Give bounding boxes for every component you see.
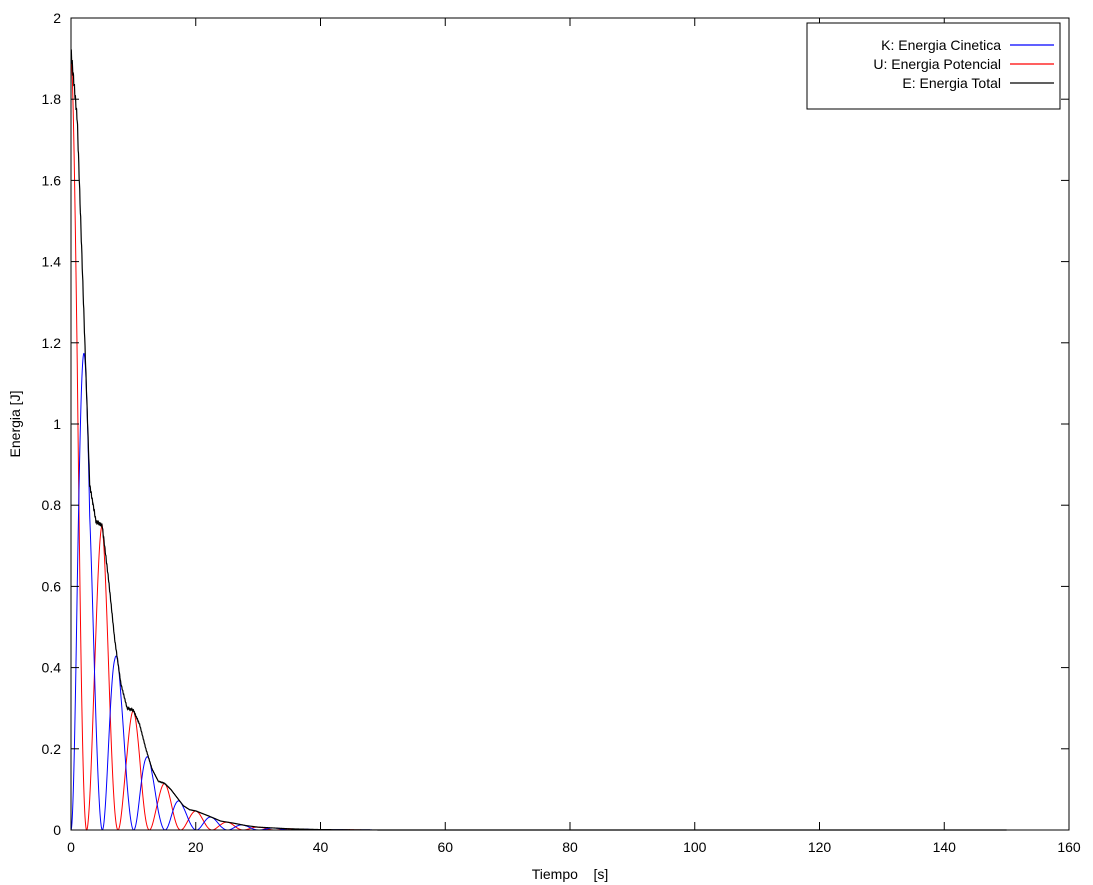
x-tick-label: 80 (562, 839, 578, 855)
legend-box (806, 22, 1061, 110)
y-tick-label: 0.2 (42, 741, 62, 757)
x-tick-label: 140 (933, 839, 957, 855)
y-tick-label: 0.8 (42, 497, 62, 513)
y-tick-label: 1.6 (42, 172, 62, 188)
x-tick-label: 120 (808, 839, 832, 855)
y-tick-label: 1.4 (42, 254, 62, 270)
x-tick-label: 20 (188, 839, 204, 855)
x-tick-label: 40 (313, 839, 329, 855)
series-line-potential (70, 50, 1007, 831)
x-tick-label: 100 (683, 839, 707, 855)
legend-label: U: Energia Potencial (873, 56, 1001, 72)
plot-frame (70, 17, 1070, 831)
y-axis-title: Energia [J] (7, 391, 23, 458)
y-tick-label: 1 (53, 416, 61, 432)
y-tick-label: 2 (53, 10, 61, 26)
legend-label: E: Energia Total (902, 75, 1001, 91)
axis-ticks: 0 20 40 60 80 100 120 140 160 0 0.2 0.4 0.6 0.8 1 1.2 1.… (42, 10, 1081, 855)
y-tick-label: 0 (53, 822, 61, 838)
series-line-total (70, 49, 1007, 831)
x-tick-label: 0 (67, 839, 75, 855)
legend-label: K: Energia Cinetica (881, 37, 1001, 53)
y-tick-label: 0.4 (42, 660, 62, 676)
series-layer (70, 49, 1007, 831)
y-tick-label: 1.2 (42, 335, 62, 351)
x-tick-label: 160 (1057, 839, 1081, 855)
x-tick-label: 60 (437, 839, 453, 855)
y-tick-label: 0.6 (42, 578, 62, 594)
y-tick-label: 1.8 (42, 91, 62, 107)
legend: K: Energia Cinetica U: Energia Potencial E… (806, 22, 1061, 110)
series-line-kinetic (70, 352, 1007, 831)
x-axis-title: Tiempo [s] (532, 866, 609, 882)
